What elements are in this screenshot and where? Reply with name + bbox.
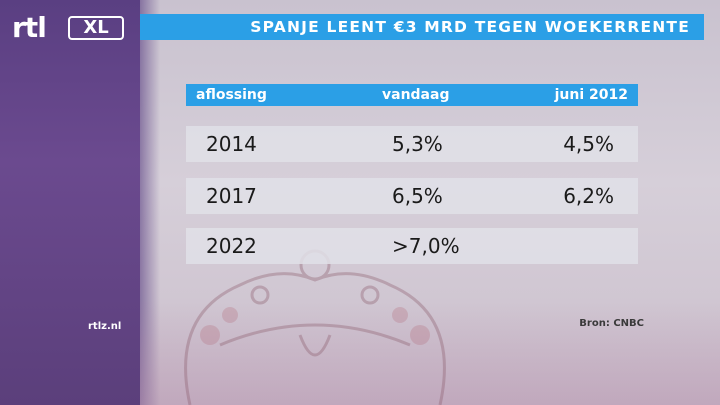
site-url: rtlz.nl bbox=[88, 321, 122, 332]
logo-brand: rtl bbox=[12, 11, 47, 44]
cell-today: >7,0% bbox=[392, 234, 460, 258]
logo-suffix: XL bbox=[68, 16, 124, 40]
header-juni-2012: juni 2012 bbox=[554, 87, 628, 103]
header-aflossing: aflossing bbox=[196, 87, 267, 103]
table-row: 2022 >7,0% bbox=[186, 228, 638, 264]
table-row: 2014 5,3% 4,5% bbox=[186, 126, 638, 162]
background-fade bbox=[140, 0, 160, 405]
cell-today: 5,3% bbox=[392, 132, 443, 156]
rtl-xl-logo: rtl XL bbox=[12, 12, 127, 44]
table-row: 2017 6,5% 6,2% bbox=[186, 178, 638, 214]
cell-year: 2017 bbox=[206, 184, 257, 208]
cell-today: 6,5% bbox=[392, 184, 443, 208]
background-stripe bbox=[140, 300, 720, 405]
cell-june: 6,2% bbox=[563, 184, 614, 208]
cell-june: 4,5% bbox=[563, 132, 614, 156]
title-bar: SPANJE LEENT €3 MRD TEGEN WOEKERRENTE bbox=[140, 14, 704, 40]
table-header: aflossing vandaag juni 2012 bbox=[186, 84, 638, 106]
header-vandaag: vandaag bbox=[382, 87, 450, 103]
cell-year: 2014 bbox=[206, 132, 257, 156]
page-title: SPANJE LEENT €3 MRD TEGEN WOEKERRENTE bbox=[250, 18, 690, 36]
background-purple-band bbox=[0, 0, 140, 405]
source-credit: Bron: CNBC bbox=[579, 318, 644, 329]
cell-year: 2022 bbox=[206, 234, 257, 258]
